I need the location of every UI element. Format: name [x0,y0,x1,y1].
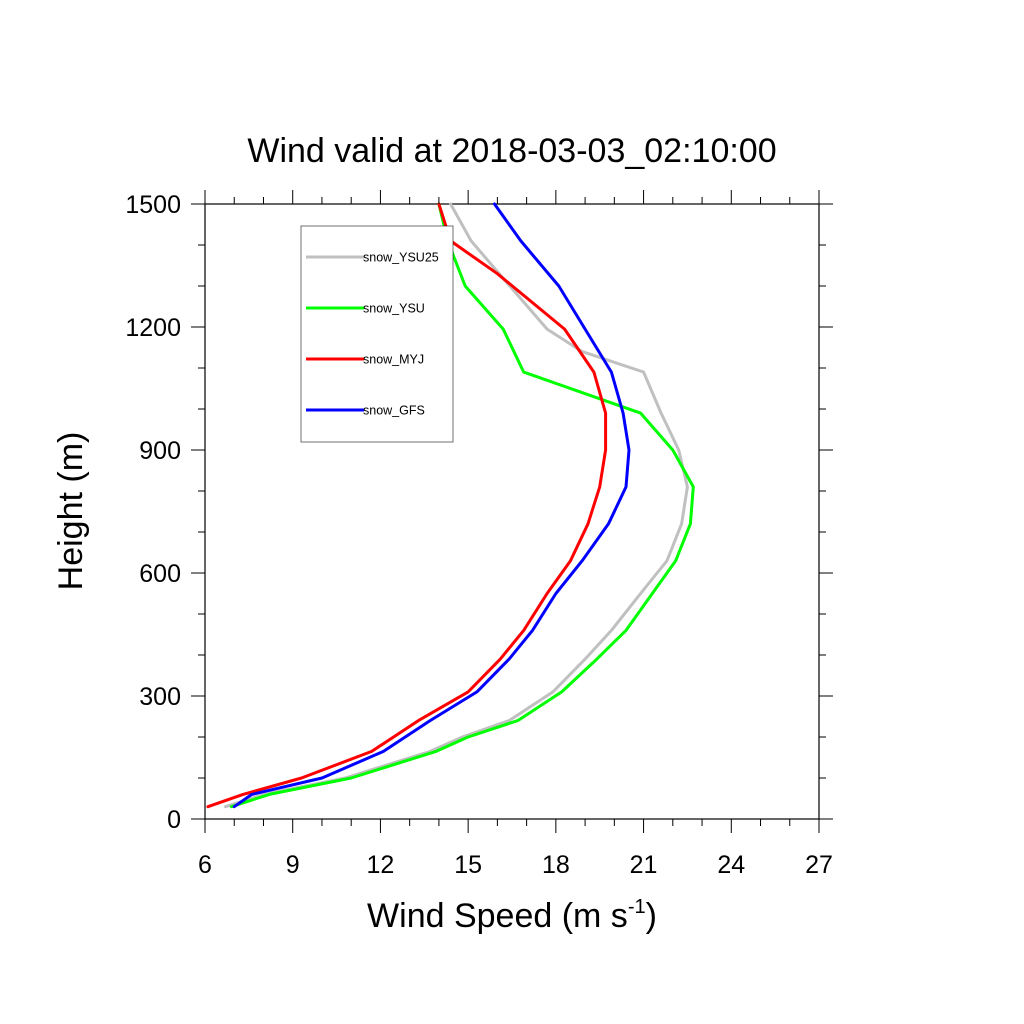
x-tick-label: 18 [542,851,570,879]
y-axis-label: Height (m) [52,432,90,591]
legend-label: snow_GFS [363,404,425,418]
legend-item-snow_YSU: snow_YSU [306,302,425,316]
ticks-layer: 6 9 12 15 18 21 24 27 0 300 600 900 1200 1500 [125,190,833,879]
y-tick-label: 1500 [125,191,181,219]
x-tick-label: 12 [367,851,395,879]
y-tick-label: 300 [139,683,181,711]
y-tick-label: 900 [139,437,181,465]
legend-box [300,225,454,443]
y-tick-label: 600 [139,560,181,588]
plot-frame [204,203,820,820]
x-tick-label: 9 [286,851,300,879]
x-tick-label: 27 [805,851,833,879]
series-line-snow_YSU [229,202,695,809]
series-layer [206,202,695,809]
plot-area: 6 9 12 15 18 21 24 27 0 300 600 900 1200 1500 [125,190,833,879]
x-axis-label: Wind Speed (m s-1) [367,896,657,935]
x-tick-label: 21 [630,851,658,879]
legend-label: snow_MYJ [363,353,424,367]
legend-label: snow_YSU [363,302,425,316]
y-tick-label: 0 [167,806,181,834]
series-line-snow_MYJ [206,202,608,809]
x-tick-label: 15 [454,851,482,879]
series-line-snow_GFS [232,202,631,809]
legend-item-snow_YSU25: snow_YSU25 [306,251,439,265]
x-axis-label-end: ) [646,897,657,935]
legend: snow_YSU25 snow_YSU snow_MYJ snow_GFS [300,225,454,443]
legend-label: snow_YSU25 [363,251,439,265]
legend-item-snow_MYJ: snow_MYJ [306,353,424,367]
legend-item-snow_GFS: snow_GFS [306,404,425,418]
x-axis-label-superscript: -1 [628,896,646,918]
x-tick-label: 24 [717,851,745,879]
series-line-snow_YSU25 [224,202,689,809]
x-tick-label: 6 [198,851,212,879]
chart-title: Wind valid at 2018-03-03_02:10:00 [247,132,776,170]
y-tick-label: 1200 [125,314,181,342]
